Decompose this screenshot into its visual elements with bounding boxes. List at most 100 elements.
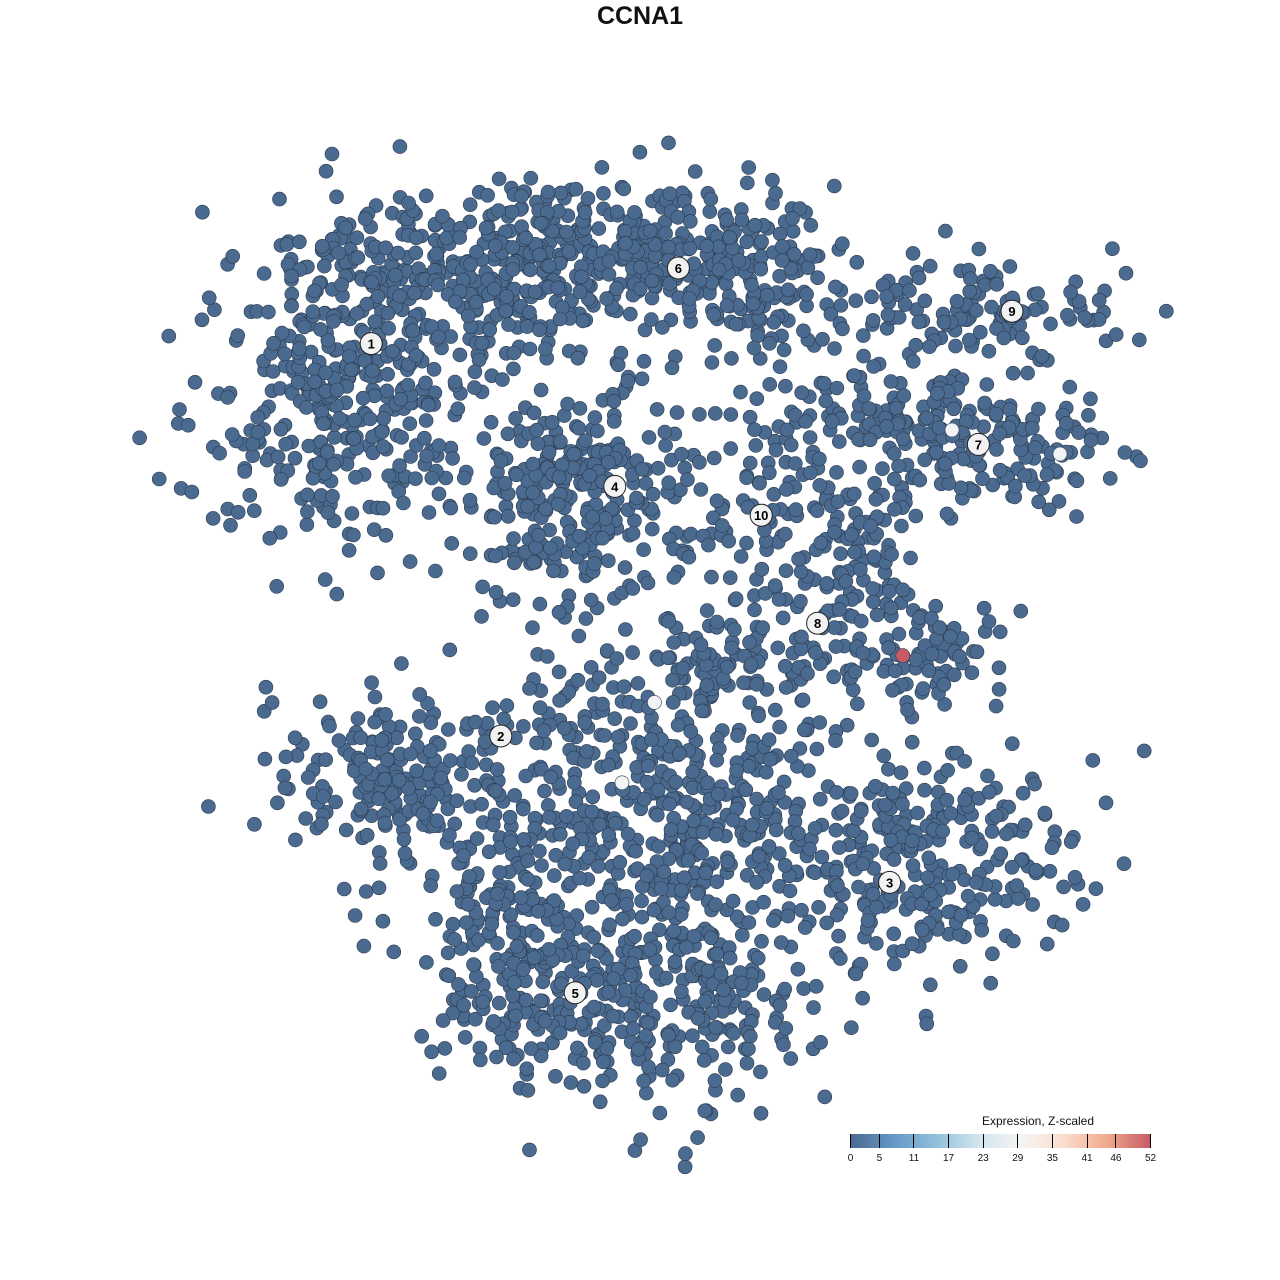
cell-point-cluster-3 (1037, 805, 1053, 821)
cell-point-cluster-10 (791, 551, 806, 567)
cell-point-cluster-6 (905, 246, 921, 261)
cell-point-cluster-6 (828, 279, 843, 295)
cluster-label-6: 6 (666, 256, 690, 280)
cell-point-cluster-7 (895, 431, 911, 447)
cell-point-cluster-7 (883, 374, 899, 389)
cell-point-cluster-3 (754, 933, 769, 949)
cell-point-cluster-8 (793, 593, 808, 609)
cell-point-cluster-3 (499, 698, 515, 713)
legend-tick-label: 46 (1110, 1153, 1122, 1164)
cell-point-cluster-8 (709, 614, 725, 630)
cell-point-cluster-9 (879, 289, 894, 304)
cell-point-cluster-10 (701, 537, 716, 553)
cell-point-cluster-8 (891, 626, 907, 642)
cell-point-cluster-3 (860, 913, 876, 928)
cell-point-cluster-1 (180, 417, 196, 433)
cell-point-cluster-3 (557, 856, 573, 872)
cell-point-cluster-2 (377, 771, 393, 787)
cell-point-cluster-8 (794, 629, 809, 645)
cell-point-cluster-6 (616, 181, 632, 197)
cell-point-cluster-10 (723, 441, 739, 456)
cell-point-cluster-10 (747, 422, 762, 438)
cell-point-cluster-6 (682, 291, 697, 306)
cell-point-cluster-1 (450, 401, 466, 417)
cell-point-cluster-3 (552, 693, 567, 708)
cell-point-cluster-7 (829, 380, 845, 396)
cell-point-cluster-2 (384, 786, 400, 801)
cell-point-cluster-6 (633, 259, 648, 275)
cluster-label-badge (1000, 299, 1024, 323)
cell-point-cluster-4 (505, 592, 521, 608)
cell-point-cluster-4 (598, 511, 613, 526)
cell-point-cluster-3 (1028, 862, 1044, 878)
cluster-label-badge (749, 503, 773, 527)
cell-point-cluster-2 (298, 811, 314, 826)
cell-point-cluster-5 (537, 1013, 553, 1029)
cell-point-cluster-10 (746, 340, 762, 356)
cell-point-cluster-9 (1002, 259, 1018, 274)
cell-point-cluster-3 (1116, 856, 1132, 872)
cell-point-cluster-5 (623, 1009, 639, 1025)
cell-point-cluster-7 (1027, 440, 1043, 456)
cell-point-cluster-2 (367, 714, 383, 730)
cell-point-cluster-5 (750, 950, 766, 966)
legend-tick-mark (982, 1134, 984, 1148)
cell-point-cluster-6 (803, 218, 819, 233)
cell-point-cluster-5 (491, 959, 506, 974)
cell-point-cluster-7 (988, 406, 1004, 422)
cell-point-cluster-6 (334, 277, 349, 293)
cell-point-cluster-6 (724, 351, 739, 366)
cell-point-cluster-2 (201, 799, 216, 814)
cell-point-cluster-10 (783, 437, 799, 453)
cell-point-cluster-3 (710, 786, 726, 802)
cell-point-cluster-1 (519, 319, 535, 334)
cell-point-cluster-8 (661, 614, 676, 629)
cell-point-cluster-3 (984, 824, 1000, 839)
cell-point-cluster-1 (417, 430, 432, 446)
cell-point-cluster-7 (1002, 402, 1018, 417)
cell-point-cluster-4 (617, 560, 633, 575)
cell-point-cluster-5 (654, 1062, 670, 1078)
cell-point-cluster-3 (952, 958, 968, 974)
cell-point-cluster-6 (573, 269, 589, 285)
cell-point-cluster-1 (431, 438, 447, 453)
cell-point-cluster-3 (828, 733, 843, 749)
cell-point-cluster-10 (733, 384, 748, 400)
cell-point-cluster-2 (403, 746, 418, 762)
cell-point-cluster-3 (601, 827, 617, 843)
cell-point-cluster-6 (408, 230, 424, 246)
cell-point-cluster-5 (777, 981, 793, 997)
cell-point-cluster-8 (853, 562, 868, 577)
cell-point-cluster-1 (381, 320, 396, 336)
legend-tick-label: 0 (847, 1153, 854, 1164)
legend-colorbar (850, 1134, 1150, 1148)
cell-point-cluster-8 (1013, 603, 1029, 619)
cell-point-cluster-5 (694, 1039, 710, 1055)
cell-point-cluster-3 (656, 864, 672, 880)
cell-point-cluster-5 (440, 945, 456, 961)
legend-tick-mark (878, 1134, 880, 1148)
cell-point-cluster-3 (686, 813, 702, 829)
cell-point-cluster-3 (592, 817, 608, 832)
cell-point-cluster-1 (467, 380, 482, 395)
cell-point-cluster-2 (433, 770, 449, 786)
cell-point-cluster-5 (819, 915, 835, 931)
cell-point-cluster-2 (257, 751, 273, 767)
cell-point-cluster-6 (776, 342, 792, 358)
cluster-label-text: 10 (754, 508, 768, 523)
cell-point-cluster-3 (877, 797, 893, 813)
cell-point-cluster-8 (847, 664, 863, 680)
cell-point-cluster-5 (437, 1041, 453, 1056)
cell-point-cluster-8 (915, 681, 931, 696)
cell-point-cluster-4 (625, 581, 641, 596)
cell-point-cluster-6 (561, 244, 577, 259)
cell-point-cluster-8 (981, 614, 997, 629)
cell-point-cluster-5 (516, 832, 532, 847)
cell-point-cluster-6 (664, 360, 680, 376)
cell-point-cluster-6 (754, 234, 769, 249)
cell-point-cluster-1 (357, 353, 373, 369)
cell-point-cluster-1 (318, 163, 334, 179)
cell-point-cluster-5 (678, 1146, 693, 1161)
legend-tick-label: 41 (1081, 1153, 1093, 1164)
legend-tick-mark (948, 1134, 950, 1148)
